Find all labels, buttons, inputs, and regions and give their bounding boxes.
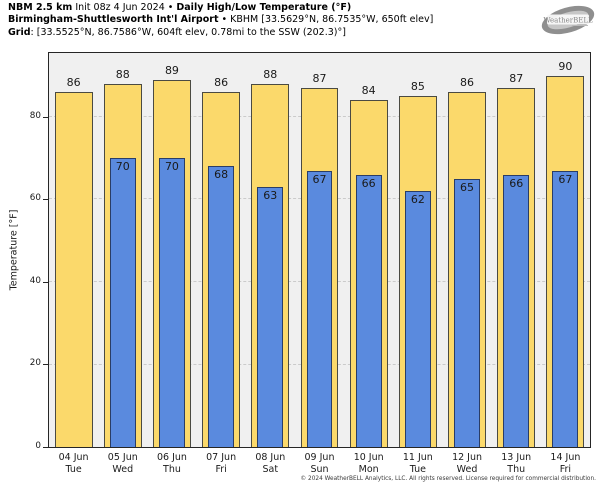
high-bar xyxy=(54,92,93,447)
x-tick-label: 07 Jun Fri xyxy=(197,452,246,475)
low-value-label: 66 xyxy=(509,176,524,190)
low-bar xyxy=(257,187,284,447)
y-tick-label: 60 xyxy=(29,193,41,204)
low-value-label: 68 xyxy=(214,168,229,182)
x-tick-day: Thu xyxy=(163,463,181,475)
station-name: Birmingham-Shuttlesworth Int'l Airport xyxy=(8,14,219,26)
init-time: Init 08z 4 Jun 2024 • xyxy=(72,2,177,13)
weatherbell-logo: WeatherBELL xyxy=(538,2,598,38)
low-value-label: 67 xyxy=(312,172,327,186)
x-tick-label: 10 Jun Mon xyxy=(344,452,393,475)
high-value-label: 86 xyxy=(66,76,81,90)
high-value-label: 84 xyxy=(361,84,376,98)
x-tick-date: 09 Jun xyxy=(304,452,335,463)
y-tick-label: 20 xyxy=(29,358,41,369)
x-tick-date: 11 Jun xyxy=(402,452,433,463)
x-tick-date: 07 Jun xyxy=(206,452,237,463)
model-name: NBM 2.5 km xyxy=(8,2,73,13)
x-tick-date: 14 Jun xyxy=(550,452,581,463)
low-bar xyxy=(355,174,382,447)
low-bar xyxy=(109,158,136,447)
station-coords: • KBHM [33.5629°N, 86.7535°W, 650ft elev… xyxy=(218,14,434,26)
high-value-label: 87 xyxy=(509,72,524,86)
low-value-label: 63 xyxy=(263,189,278,203)
y-tick-mark xyxy=(43,281,48,283)
x-tick-date: 08 Jun xyxy=(255,452,286,463)
x-tick-date: 10 Jun xyxy=(353,452,384,463)
low-bar xyxy=(552,170,579,447)
y-tick-mark xyxy=(43,116,48,118)
chart-header: NBM 2.5 km Init 08z 4 Jun 2024 • Daily H… xyxy=(8,2,433,39)
high-value-label: 90 xyxy=(558,59,573,73)
plot-area: 86 88 70 89 70 86 68 88 63 87 67 84 66 85 62 86 65 87 66 90… xyxy=(48,52,591,448)
swirl-logo-icon: WeatherBELL xyxy=(541,5,595,35)
x-tick-label: 06 Jun Thu xyxy=(147,452,196,475)
grid-label: Grid xyxy=(8,26,31,38)
low-bar xyxy=(159,158,185,447)
high-value-label: 88 xyxy=(263,67,278,81)
low-bar xyxy=(306,170,333,447)
x-tick-label: 05 Jun Wed xyxy=(98,452,147,475)
x-tick-label: 14 Jun Fri xyxy=(541,452,590,475)
low-bar xyxy=(404,191,431,447)
grid-coords: : [33.5525°N, 86.7586°W, 604ft elev, 0.7… xyxy=(30,26,346,38)
high-value-label: 85 xyxy=(410,80,425,94)
chart-title-line3: Grid: [33.5525°N, 86.7586°W, 604ft elev,… xyxy=(8,27,433,39)
x-tick-label: 12 Jun Wed xyxy=(442,452,491,475)
logo-text: WeatherBELL xyxy=(543,17,593,25)
x-tick-day: Fri xyxy=(215,463,227,475)
x-tick-day: Thu xyxy=(507,463,526,475)
x-tick-day: Mon xyxy=(358,463,379,475)
low-value-label: 70 xyxy=(164,160,179,174)
x-tick-day: Wed xyxy=(456,463,478,475)
x-tick-label: 11 Jun Tue xyxy=(393,452,442,475)
y-tick-mark xyxy=(43,364,48,366)
x-tick-day: Fri xyxy=(559,463,572,475)
chart-title-line2: Birmingham-Shuttlesworth Int'l Airport •… xyxy=(8,14,433,26)
high-value-label: 88 xyxy=(115,67,130,81)
x-tick-day: Wed xyxy=(112,463,134,475)
y-tick-mark xyxy=(43,447,48,448)
x-tick-label: 08 Jun Sat xyxy=(246,452,295,475)
y-tick-label: 80 xyxy=(29,110,41,121)
x-tick-label: 09 Jun Sun xyxy=(295,452,344,475)
low-value-label: 65 xyxy=(460,180,475,194)
x-tick-date: 13 Jun xyxy=(501,452,532,463)
copyright-footer: © 2024 WeatherBELL Analytics, LLC. All r… xyxy=(300,476,596,482)
low-value-label: 66 xyxy=(361,176,376,190)
low-bar xyxy=(208,166,235,447)
y-tick-label: 0 xyxy=(35,441,41,451)
chart-title-line1: NBM 2.5 km Init 08z 4 Jun 2024 • Daily H… xyxy=(8,2,433,14)
low-bar xyxy=(454,178,480,447)
x-tick-day: Sat xyxy=(262,463,279,475)
y-tick-label: 40 xyxy=(29,275,41,286)
x-tick-day: Tue xyxy=(409,463,426,475)
x-tick-label: 13 Jun Thu xyxy=(492,452,541,475)
high-value-label: 86 xyxy=(214,76,229,90)
x-tick-date: 05 Jun xyxy=(107,452,138,463)
x-tick-day: Sun xyxy=(310,463,329,475)
low-value-label: 62 xyxy=(410,193,425,207)
low-value-label: 67 xyxy=(558,172,573,186)
y-tick-mark xyxy=(43,199,48,201)
x-tick-date: 12 Jun xyxy=(452,452,483,463)
x-tick-date: 06 Jun xyxy=(156,452,187,463)
x-tick-date: 04 Jun xyxy=(58,452,89,463)
x-tick-day: Tue xyxy=(65,463,82,475)
chart-title: Daily High/Low Temperature (°F) xyxy=(176,2,352,13)
high-value-label: 86 xyxy=(460,76,475,90)
x-tick-label: 04 Jun Tue xyxy=(49,452,98,475)
low-value-label: 70 xyxy=(115,160,130,174)
low-bar xyxy=(503,174,530,447)
high-value-label: 89 xyxy=(164,63,179,77)
high-value-label: 87 xyxy=(312,72,327,86)
